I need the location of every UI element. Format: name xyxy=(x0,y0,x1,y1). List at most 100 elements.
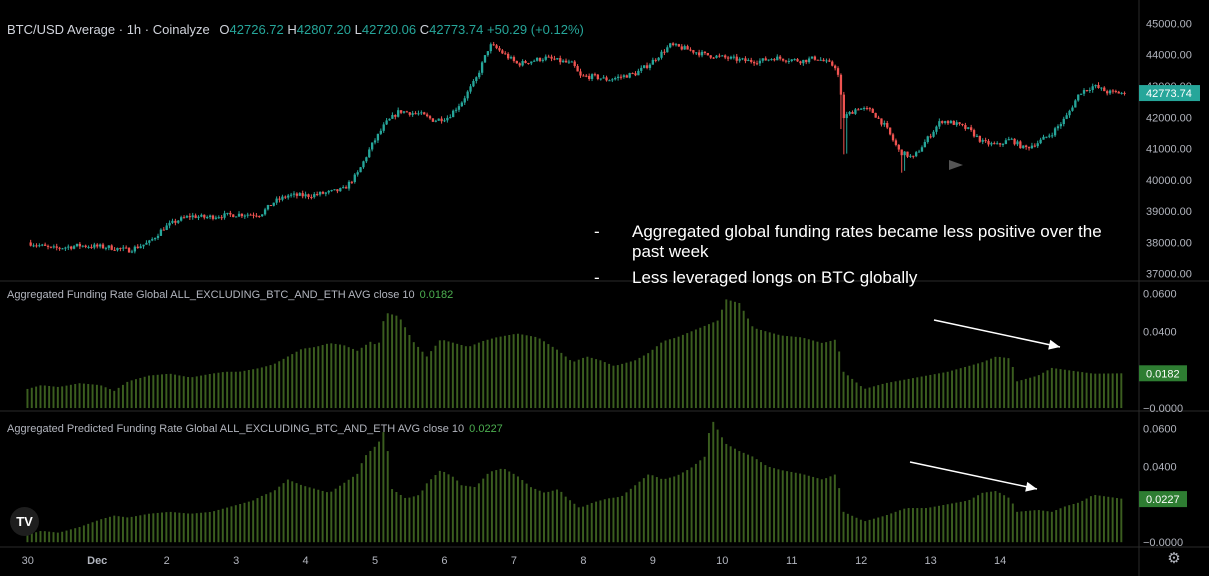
funding-bar xyxy=(725,443,728,543)
funding-bar xyxy=(464,485,467,543)
funding-bar xyxy=(829,340,832,409)
funding-bar xyxy=(187,377,190,409)
candle-body xyxy=(344,187,348,189)
funding-bar xyxy=(1050,511,1053,543)
funding-bar xyxy=(260,367,263,409)
candle-body xyxy=(41,244,44,246)
funding-bar xyxy=(794,472,797,543)
candle-body xyxy=(1082,90,1086,94)
funding-bar xyxy=(686,470,689,543)
funding-bar xyxy=(395,492,398,543)
funding-bar xyxy=(642,355,645,409)
funding-bar xyxy=(651,475,654,543)
funding-bar xyxy=(438,470,441,543)
last-value-badge xyxy=(1139,365,1187,382)
funding-bar xyxy=(1016,511,1019,543)
candle-body xyxy=(324,192,327,194)
funding-bar xyxy=(968,365,971,409)
funding-bar xyxy=(421,490,424,543)
candle-body xyxy=(399,110,403,113)
funding-bar xyxy=(1107,496,1110,543)
candle-body xyxy=(541,59,545,61)
funding-bar xyxy=(434,475,437,543)
funding-bar xyxy=(352,348,354,409)
funding-bar xyxy=(998,492,1001,543)
candle-body xyxy=(544,56,547,60)
funding-bar xyxy=(738,451,741,543)
funding-bar xyxy=(438,340,441,409)
funding-bar xyxy=(1063,506,1066,543)
funding-bar xyxy=(859,386,862,409)
funding-bar xyxy=(213,373,216,409)
candle-body xyxy=(784,60,788,62)
funding-bar xyxy=(608,498,611,543)
candle-body xyxy=(755,63,759,65)
funding-bar xyxy=(629,488,632,543)
funding-bar xyxy=(456,343,459,409)
funding-bar xyxy=(994,356,997,409)
funding-bar xyxy=(1046,370,1049,409)
funding-bar xyxy=(907,378,910,409)
candle-body xyxy=(564,60,568,63)
funding-bar xyxy=(1115,373,1118,409)
gear-icon[interactable]: ⚙ xyxy=(1167,550,1181,567)
funding-bar xyxy=(981,492,984,543)
funding-bar xyxy=(1007,358,1010,409)
funding-bar xyxy=(495,337,498,409)
funding-bar xyxy=(412,496,415,543)
candle-body xyxy=(1051,135,1054,137)
funding-bar xyxy=(174,512,177,543)
funding-bar xyxy=(977,495,980,543)
funding-bar xyxy=(1098,373,1101,409)
funding-bar xyxy=(95,384,98,409)
funding-bar xyxy=(1076,371,1079,409)
funding-bar xyxy=(113,390,116,409)
funding-bar xyxy=(755,459,758,543)
funding-bar xyxy=(39,531,42,543)
funding-bar xyxy=(508,471,511,543)
candle-body xyxy=(781,58,785,61)
funding-bar xyxy=(747,454,749,543)
candle-body xyxy=(101,244,105,249)
candle-body xyxy=(1111,90,1115,92)
funding-bar xyxy=(100,519,103,543)
funding-bar xyxy=(174,374,177,409)
low-label: L xyxy=(354,22,362,37)
funding-bar xyxy=(165,373,168,409)
funding-bar xyxy=(308,487,311,543)
funding-bar xyxy=(87,384,90,409)
candle-body xyxy=(237,213,241,217)
funding-bar xyxy=(134,379,137,409)
annotation-arrowhead xyxy=(1025,481,1037,492)
funding-bar xyxy=(295,351,298,409)
funding-bar xyxy=(1063,369,1066,409)
candle-body xyxy=(689,49,692,51)
funding-bar xyxy=(221,372,224,409)
candle-body xyxy=(243,215,246,217)
candle-body xyxy=(978,135,981,142)
funding-bar xyxy=(312,488,315,543)
funding-bar xyxy=(599,360,602,409)
candle-body xyxy=(38,245,41,247)
funding-bar xyxy=(569,360,572,409)
funding-bar xyxy=(74,528,77,543)
candle-body xyxy=(518,63,521,66)
candle-body xyxy=(964,125,967,129)
funding-bar xyxy=(768,466,771,543)
funding-bar xyxy=(1107,373,1110,409)
funding-bar xyxy=(920,508,923,543)
candle-body xyxy=(330,190,333,192)
funding-bar xyxy=(946,371,949,409)
funding-bar xyxy=(829,476,832,543)
candle-body xyxy=(35,245,38,247)
tradingview-logo-icon[interactable]: TV xyxy=(10,507,39,536)
candle-body xyxy=(706,52,709,56)
candle-body xyxy=(278,198,281,200)
funding-bar xyxy=(938,505,940,543)
candle-body xyxy=(136,246,139,249)
candle-body xyxy=(463,98,466,103)
funding-bar xyxy=(838,488,841,543)
candle-body xyxy=(616,76,620,79)
funding-bar xyxy=(195,376,198,409)
